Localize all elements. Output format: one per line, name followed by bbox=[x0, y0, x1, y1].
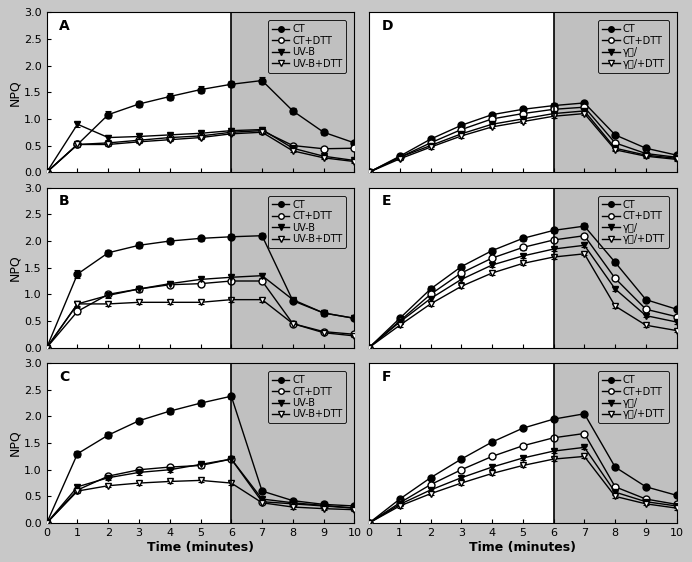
X-axis label: Time (minutes): Time (minutes) bbox=[147, 541, 254, 554]
Legend: CT, CT+DTT, UV-B, UV-B+DTT: CT, CT+DTT, UV-B, UV-B+DTT bbox=[268, 196, 347, 248]
Bar bbox=[231, 188, 354, 348]
Y-axis label: NPQ: NPQ bbox=[8, 255, 21, 281]
Legend: CT, CT+DTT, γ線/, γ線/+DTT: CT, CT+DTT, γ線/, γ線/+DTT bbox=[599, 371, 668, 423]
Y-axis label: NPQ: NPQ bbox=[8, 430, 21, 456]
Text: A: A bbox=[59, 19, 70, 33]
Text: F: F bbox=[381, 370, 391, 383]
Legend: CT, CT+DTT, γ線/, γ線/+DTT: CT, CT+DTT, γ線/, γ線/+DTT bbox=[599, 196, 668, 248]
Text: B: B bbox=[59, 194, 70, 208]
Text: E: E bbox=[381, 194, 391, 208]
X-axis label: Time (minutes): Time (minutes) bbox=[469, 541, 576, 554]
Legend: CT, CT+DTT, γ線/, γ線/+DTT: CT, CT+DTT, γ線/, γ線/+DTT bbox=[599, 20, 668, 72]
Bar bbox=[554, 363, 677, 523]
Y-axis label: NPQ: NPQ bbox=[8, 79, 21, 106]
Legend: CT, CT+DTT, UV-B, UV-B+DTT: CT, CT+DTT, UV-B, UV-B+DTT bbox=[268, 371, 347, 423]
Bar bbox=[554, 12, 677, 172]
Bar bbox=[554, 188, 677, 348]
Text: C: C bbox=[59, 370, 69, 383]
Bar bbox=[231, 363, 354, 523]
Text: D: D bbox=[381, 19, 393, 33]
Legend: CT, CT+DTT, UV-B, UV-B+DTT: CT, CT+DTT, UV-B, UV-B+DTT bbox=[268, 20, 347, 72]
Bar bbox=[231, 12, 354, 172]
